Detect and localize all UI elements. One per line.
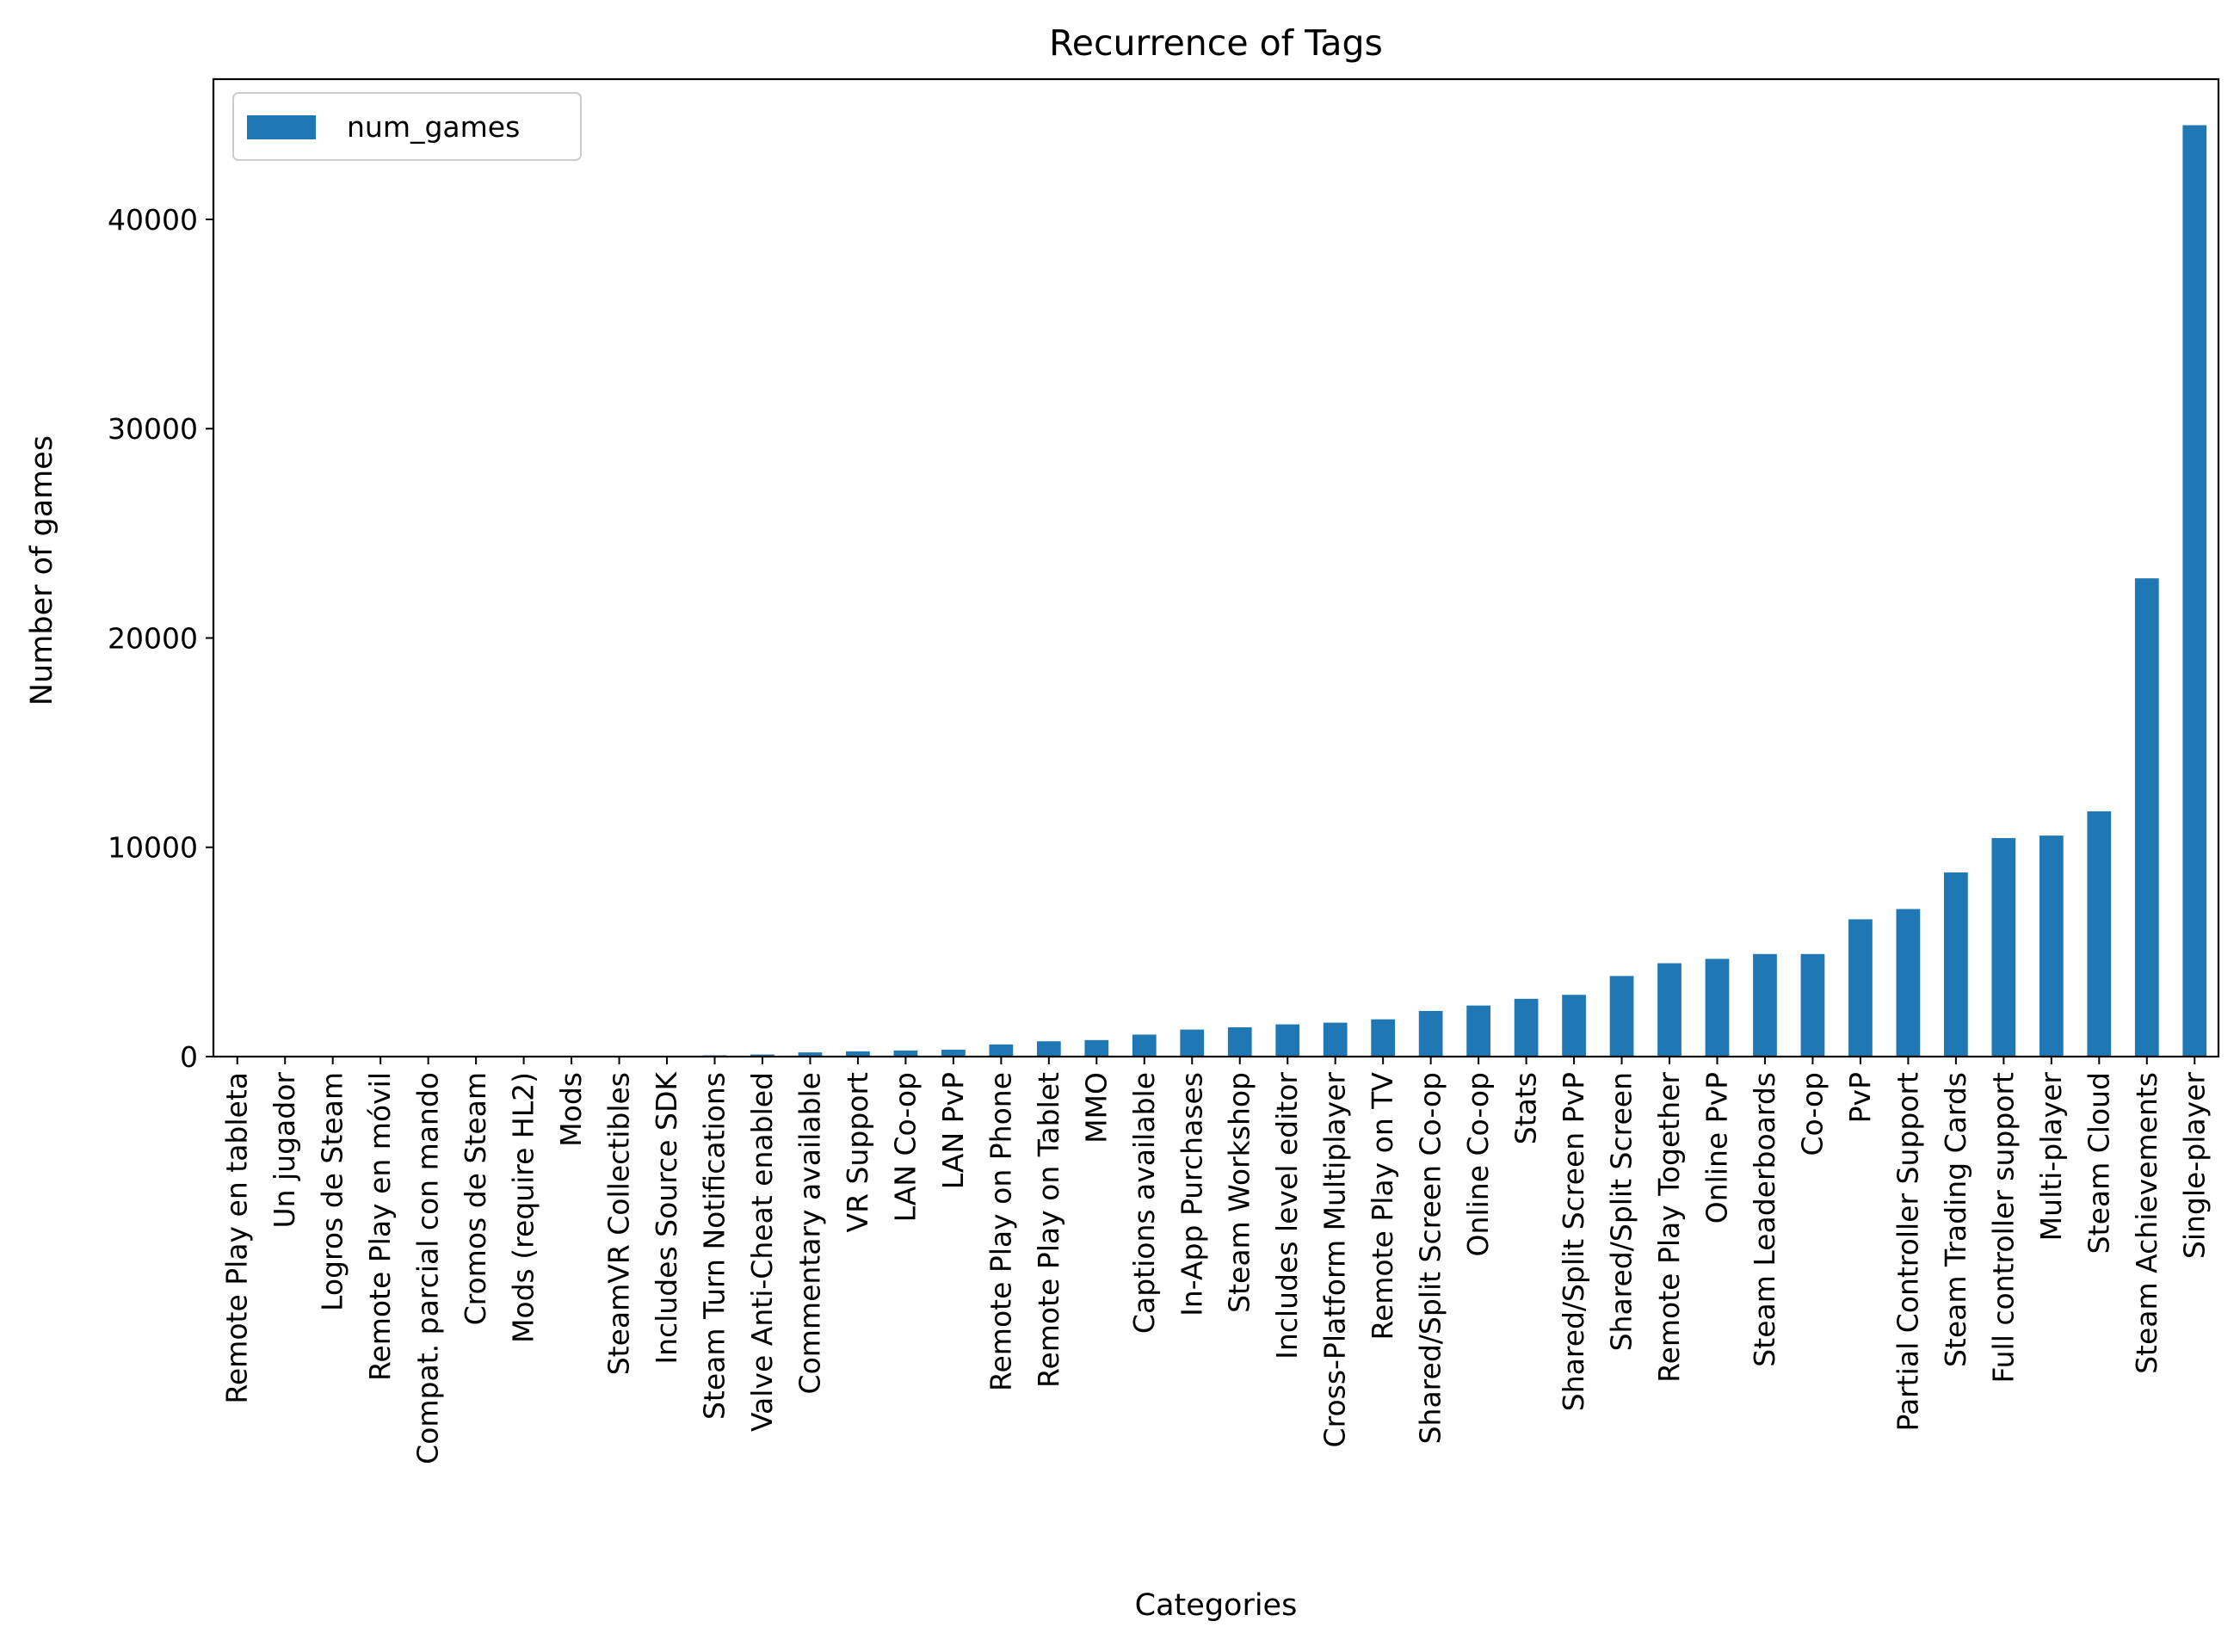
x-tick-label: Commentary available [793, 1072, 826, 1394]
x-tick-label: Mods (require HL2) [507, 1072, 540, 1343]
legend-swatch [247, 115, 316, 139]
x-tick-label: SteamVR Collectibles [602, 1072, 636, 1375]
x-tick-label: Un jugador [268, 1072, 301, 1229]
x-tick-label: Single-player [2177, 1072, 2211, 1260]
x-tick-label: Full controller support [1986, 1072, 2020, 1384]
x-tick-label: PvP [1843, 1072, 1877, 1123]
x-tick-label: Online Co-op [1461, 1072, 1495, 1256]
x-tick-label: Remote Play Together [1652, 1072, 1686, 1383]
bar [1371, 1020, 1395, 1057]
x-tick-label: Stats [1509, 1072, 1543, 1144]
x-tick-label: Remote Play on Phone [984, 1072, 1017, 1391]
bar [2182, 126, 2206, 1057]
bar [2135, 578, 2159, 1057]
x-tick-label: Shared/Split Screen [1605, 1072, 1638, 1351]
x-tick-label: VR Support [841, 1072, 874, 1233]
x-tick-label: Captions available [1127, 1072, 1161, 1334]
bar [1084, 1040, 1108, 1057]
y-tick-label: 10000 [108, 831, 198, 865]
y-axis-title: Number of games [25, 435, 59, 706]
bar [1515, 999, 1539, 1057]
x-axis-title: Categories [1135, 1588, 1298, 1623]
x-tick-label: Remote Play on Tablet [1032, 1072, 1065, 1388]
x-tick-label: Steam Leaderboards [1748, 1072, 1781, 1367]
x-tick-label: Co-op [1795, 1072, 1829, 1156]
x-tick-label: Shared/Split Screen Co-op [1414, 1072, 1447, 1444]
bar [2087, 811, 2111, 1057]
x-tick-label: Remote Play on TV [1366, 1072, 1399, 1341]
y-tick-label: 20000 [108, 621, 198, 655]
x-tick-label: Steam Cloud [2082, 1072, 2115, 1254]
bar [2039, 835, 2064, 1057]
y-tick-label: 0 [180, 1040, 198, 1074]
bar [1753, 954, 1777, 1057]
bar [1180, 1030, 1204, 1057]
bar [1419, 1011, 1443, 1057]
bar [1275, 1025, 1299, 1057]
x-tick-label: Steam Workshop [1223, 1072, 1256, 1313]
x-tick-label: Includes Source SDK [650, 1071, 683, 1365]
x-tick-label: Partial Controller Support [1891, 1072, 1924, 1432]
chart-title: Recurrence of Tags [1049, 22, 1383, 64]
bar [989, 1045, 1013, 1057]
x-tick-label: Valve Anti-Cheat enabled [745, 1072, 779, 1432]
x-tick-label: Logros de Steam [316, 1072, 349, 1311]
x-tick-label: Online PvP [1700, 1072, 1734, 1224]
x-tick-label: Cromos de Steam [459, 1072, 492, 1325]
x-tick-label: Steam Trading Cards [1939, 1072, 1972, 1367]
x-tick-label: LAN PvP [936, 1072, 970, 1189]
x-tick-label: LAN Co-op [888, 1072, 922, 1222]
bar [1991, 838, 2015, 1057]
bar [1801, 954, 1825, 1057]
x-tick-label: Steam Turn Notifications [698, 1072, 731, 1420]
bar [1037, 1041, 1061, 1057]
bar [1132, 1034, 1157, 1057]
x-tick-label: Shared/Split Screen PvP [1557, 1072, 1590, 1411]
bar [1897, 909, 1921, 1057]
x-tick-label: Remote Play en móvil [363, 1072, 397, 1381]
bar [1324, 1023, 1348, 1057]
bar [1228, 1027, 1252, 1057]
x-tick-label: MMO [1079, 1072, 1113, 1143]
x-tick-label: In-App Purchases [1175, 1072, 1208, 1316]
x-tick-label: Multi-player [2034, 1072, 2068, 1242]
legend: num_games [233, 93, 581, 160]
bar [941, 1050, 966, 1057]
bar [1944, 872, 1968, 1057]
bar [1610, 976, 1634, 1057]
x-tick-label: Steam Achievements [2130, 1072, 2163, 1374]
x-tick-label: Includes level editor [1270, 1072, 1304, 1359]
x-tick-label: Cross-Platform Multiplayer [1318, 1072, 1352, 1448]
bar [1562, 995, 1586, 1057]
legend-label: num_games [347, 110, 520, 144]
bar [1848, 919, 1873, 1057]
y-tick-label: 30000 [108, 412, 198, 446]
y-tick-label: 40000 [108, 203, 198, 237]
x-tick-label: Remote Play en tableta [220, 1072, 254, 1404]
bar [1657, 964, 1682, 1057]
x-tick-label: Mods [554, 1072, 588, 1147]
bar [1466, 1006, 1490, 1057]
bar [1706, 959, 1730, 1057]
x-tick-label: Compat. parcial con mando [411, 1072, 445, 1464]
